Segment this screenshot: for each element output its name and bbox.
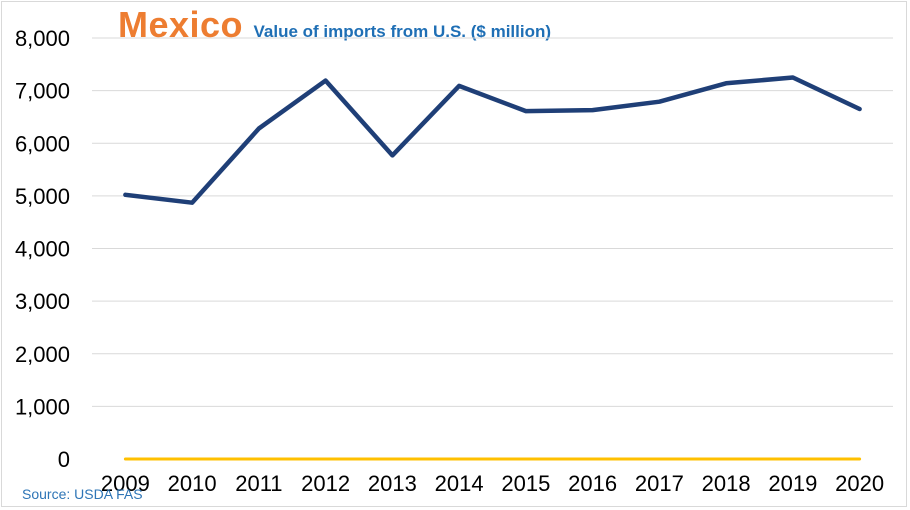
- x-tick-label: 2018: [702, 471, 751, 496]
- y-tick-label: 0: [58, 447, 70, 472]
- gridlines: [92, 37, 893, 407]
- x-tick-label: 2015: [501, 471, 550, 496]
- x-tick-label: 2016: [568, 471, 617, 496]
- x-axis-ticks: 2009 2010 2011 2012 2013 2014 2015 2016 2017 2018…: [101, 471, 884, 496]
- y-tick-label: 2,000: [15, 342, 70, 367]
- y-axis-ticks: 0 1,000 2,000 3,000 4,000 5,000 6,000 7,000 8,00…: [15, 26, 70, 472]
- y-tick-label: 1,000: [15, 394, 70, 419]
- y-tick-label: 8,000: [15, 26, 70, 51]
- y-tick-label: 7,000: [15, 79, 70, 104]
- y-tick-label: 3,000: [15, 289, 70, 314]
- y-tick-label: 5,000: [15, 184, 70, 209]
- chart-subtitle: Value of imports from U.S. ($ million): [253, 22, 552, 41]
- x-tick-label: 2014: [435, 471, 484, 496]
- x-tick-label: 2017: [635, 471, 684, 496]
- source-note: Source: USDA FAS: [22, 486, 143, 502]
- y-tick-label: 6,000: [15, 131, 70, 156]
- series-line-imports: [123, 75, 862, 205]
- x-tick-label: 2020: [835, 471, 884, 496]
- x-tick-label: 2019: [768, 471, 817, 496]
- x-tick-label: 2011: [235, 471, 282, 496]
- x-tick-label: 2010: [168, 471, 217, 496]
- x-tick-label: 2013: [368, 471, 417, 496]
- x-tick-label: 2009: [101, 471, 150, 496]
- series-lines: [123, 75, 862, 461]
- y-tick-label: 4,000: [15, 237, 70, 262]
- x-tick-label: 2012: [301, 471, 350, 496]
